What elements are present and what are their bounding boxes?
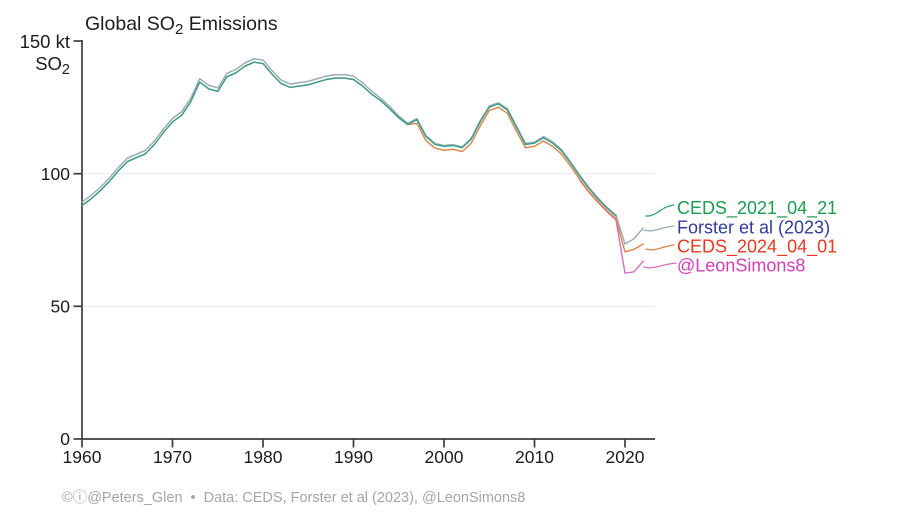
x-tick-label-1970: 1970: [153, 447, 192, 467]
gridlines: [82, 173, 655, 307]
series-lines: [81, 58, 644, 274]
legend: CEDS_2021_04_21 Forster et al (2023) CED…: [677, 198, 837, 276]
legend-leader-leonsimons8: [643, 262, 677, 269]
footer-author: @Peters_Glen: [87, 490, 182, 506]
series-line-forster-2023: [81, 58, 644, 245]
chart-title-subscript: 2: [175, 21, 183, 38]
legend-leaders: [643, 204, 677, 269]
license-icons: ©ⓘ: [62, 489, 87, 506]
y-tick-label-50: 50: [51, 297, 71, 317]
legend-label-ceds-2024: CEDS_2024_04_01: [677, 237, 837, 258]
legend-label-leonsimons8: @LeonSimons8: [677, 256, 805, 276]
y-tick-label-100: 100: [41, 164, 70, 184]
x-tick-label-2020: 2020: [606, 447, 645, 467]
x-tick-label-1960: 1960: [63, 447, 102, 467]
y-axis-formula-subscript: 2: [62, 62, 70, 78]
chart-title-prefix: Global SO: [85, 13, 175, 35]
legend-leader-forster: [643, 225, 675, 232]
x-tick-label-2010: 2010: [515, 447, 554, 467]
y-axis-unit-label: 150 kt: [20, 31, 70, 52]
x-tick-label-1990: 1990: [334, 447, 373, 467]
x-tick-labels: 1960 1970 1980 1990 2000 2010 2020: [63, 447, 645, 467]
footer-credit: ©ⓘ@Peters_Glen • Data: CEDS, Forster et al…: [62, 489, 525, 506]
y-tick-label-0: 0: [60, 429, 70, 449]
y-tick-labels: 100 50 0: [41, 164, 70, 449]
chart-title: Global SO2 Emissions: [85, 13, 278, 38]
legend-label-ceds-2021: CEDS_2021_04_21: [677, 198, 837, 219]
y-axis-formula-label: SO2: [35, 53, 70, 78]
x-tick-label-2000: 2000: [425, 447, 464, 467]
legend-leader-ceds-2021: [645, 204, 675, 217]
legend-label-forster: Forster et al (2023): [677, 218, 830, 238]
y-axis-formula-prefix: SO: [35, 53, 62, 74]
chart-title-suffix: Emissions: [183, 13, 278, 35]
x-tick-label-1980: 1980: [244, 447, 283, 467]
axes: [73, 40, 655, 448]
series-line-ceds-2021-04-21: [81, 61, 617, 217]
footer-separator: •: [191, 490, 196, 506]
footer-source: Data: CEDS, Forster et al (2023), @LeonS…: [204, 490, 526, 506]
legend-leader-ceds-2024: [645, 244, 675, 251]
